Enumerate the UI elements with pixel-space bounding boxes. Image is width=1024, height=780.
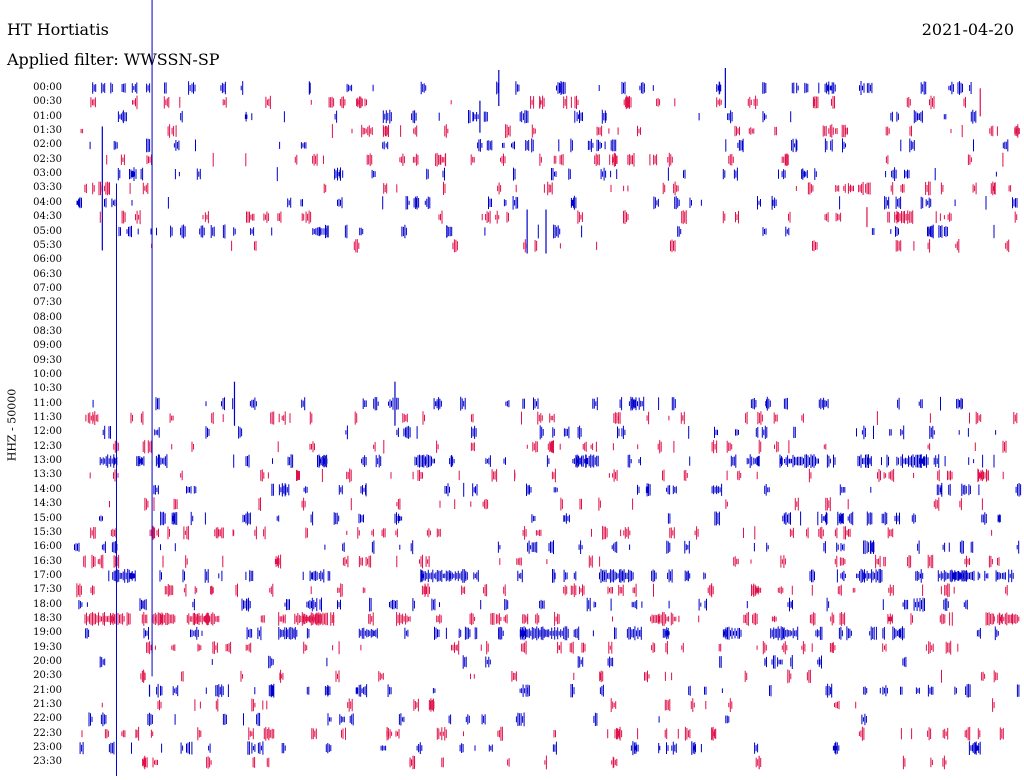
- trace-row: [89, 468, 1004, 483]
- trace-row: [81, 726, 1004, 741]
- time-tick-label: 16:00: [33, 541, 62, 553]
- time-tick-label: 08:30: [33, 325, 62, 337]
- time-tick-label: 13:30: [33, 469, 62, 481]
- trace-row: [140, 669, 998, 684]
- time-tick-label: 02:30: [33, 153, 62, 165]
- trace-row: [118, 224, 995, 239]
- time-tick-label: 19:30: [33, 641, 62, 653]
- time-tick-label: 19:00: [33, 627, 62, 639]
- trace-row: [88, 712, 867, 727]
- time-tick-label: 07:00: [33, 282, 62, 294]
- time-tick-label: 11:00: [33, 397, 62, 409]
- time-tick-label: 16:30: [33, 555, 62, 567]
- time-tick-label: 13:00: [33, 455, 62, 467]
- time-tick-label: 05:30: [33, 239, 62, 251]
- trace-row: [76, 583, 1008, 598]
- time-tick-label: 03:00: [33, 168, 62, 180]
- trace-row: [113, 439, 1007, 454]
- time-tick-label: 04:00: [33, 196, 62, 208]
- time-tick-label: 22:00: [33, 713, 62, 725]
- time-tick-label: 15:00: [33, 512, 62, 524]
- time-tick-label: 21:00: [33, 684, 62, 696]
- time-tick-label: 06:30: [33, 268, 62, 280]
- trace-row: [156, 683, 1020, 698]
- time-tick-label: 22:30: [33, 727, 62, 739]
- time-tick-label: 18:30: [33, 612, 62, 624]
- time-tick-label: 23:30: [33, 756, 62, 768]
- time-tick-label: 00:00: [33, 82, 62, 93]
- trace-row: [108, 568, 1014, 583]
- time-tick-label: 01:30: [33, 125, 62, 137]
- trace-row: [151, 239, 1010, 253]
- time-tick-label: 06:00: [33, 254, 62, 266]
- time-tick-label: 12:30: [33, 440, 62, 452]
- trace-row: [117, 167, 997, 182]
- trace-row: [101, 698, 995, 712]
- trace-row: [99, 454, 995, 468]
- trace-row: [78, 597, 968, 612]
- trace-row: [99, 511, 1001, 526]
- trace-row: [106, 152, 1004, 167]
- trace-row: [99, 655, 907, 669]
- trace-row: [153, 482, 1022, 497]
- time-tick-label: 18:00: [33, 598, 62, 610]
- trace-row: [142, 755, 947, 770]
- trace-row: [74, 540, 1020, 555]
- trace-row: [79, 741, 981, 756]
- trace-row: [92, 396, 963, 411]
- trace-row: [80, 124, 1020, 138]
- time-tick-label: 10:00: [33, 369, 62, 380]
- time-tick-label: 15:30: [33, 526, 62, 538]
- trace-row: [146, 640, 959, 655]
- time-tick-label: 21:30: [33, 699, 62, 711]
- time-tick-label: 09:30: [33, 354, 62, 366]
- time-tick-label: 08:00: [33, 311, 62, 323]
- time-tick-label: 23:00: [33, 742, 62, 754]
- time-tick-label: 03:30: [33, 182, 62, 194]
- time-tick-label: 12:00: [33, 426, 62, 438]
- time-tick-label: 01:00: [33, 110, 62, 122]
- filter-label: Applied filter: WWSSN-SP: [7, 50, 220, 69]
- time-tick-label: 17:00: [33, 569, 62, 581]
- station-title: HT Hortiatis: [7, 20, 109, 39]
- trace-row: [85, 411, 1018, 425]
- time-tick-label: 11:30: [33, 412, 62, 424]
- trace-row: [90, 95, 966, 110]
- time-tick-label: 14:30: [33, 498, 62, 510]
- date-label: 2021-04-20: [921, 20, 1014, 39]
- trace-row: [84, 612, 1020, 626]
- time-tick-label: 20:00: [33, 656, 62, 667]
- time-tick-label: 10:30: [33, 383, 62, 395]
- time-tick-label: 20:30: [33, 670, 62, 682]
- trace-row: [92, 81, 972, 95]
- trace-row: [99, 210, 1018, 225]
- time-tick-label: 00:30: [33, 96, 62, 108]
- time-tick-label: 07:30: [33, 297, 62, 309]
- time-tick-label: 09:00: [33, 340, 62, 352]
- trace-row: [117, 109, 977, 124]
- trace-row: [90, 525, 993, 540]
- trace-row: [109, 497, 983, 512]
- trace-row: [76, 195, 1018, 210]
- trace-row: [84, 181, 1012, 196]
- time-tick-label: 17:30: [33, 584, 62, 596]
- trace-row: [89, 138, 1009, 153]
- trace-row: [83, 554, 1000, 569]
- time-tick-label: 04:30: [33, 211, 62, 223]
- time-tick-label: 14:00: [33, 483, 62, 495]
- time-tick-label: 05:00: [33, 225, 62, 237]
- time-tick-label: 02:00: [33, 139, 62, 151]
- trace-row: [85, 626, 999, 641]
- trace-row: [102, 425, 997, 440]
